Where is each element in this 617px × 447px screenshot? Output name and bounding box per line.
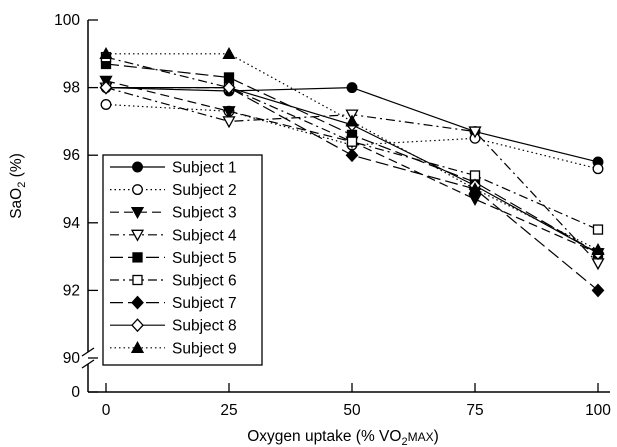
legend-marker (130, 207, 145, 220)
y-tick-label: 96 (63, 147, 80, 164)
data-point (591, 242, 605, 255)
series-line (105, 103, 599, 170)
y-tick-label: 0 (71, 384, 80, 401)
legend-label: Subject 8 (172, 318, 237, 335)
x-axis-title: Oxygen uptake (% VO2MAX) (247, 428, 439, 447)
data-point (469, 170, 481, 181)
x-axis: 0 25 50 75 100 (88, 383, 611, 419)
x-tick-label: 25 (220, 402, 237, 419)
data-point (468, 193, 482, 206)
data-point (468, 126, 482, 139)
legend-entry: Subject 4 (110, 227, 237, 244)
y-tick-label: 94 (63, 215, 81, 232)
legend-label: Subject 2 (172, 182, 237, 199)
legend-entry: Subject 7 (110, 295, 237, 312)
data-point (591, 283, 605, 298)
data-point (222, 80, 236, 95)
data-point (592, 163, 604, 175)
data-point (100, 99, 112, 110)
data-point (223, 72, 235, 83)
data-point (99, 46, 113, 59)
legend-marker (130, 229, 145, 242)
legend-entry: Subject 1 (110, 160, 237, 177)
data-point (592, 224, 604, 235)
legend-marker (130, 340, 145, 353)
y-tick-label: 98 (63, 80, 80, 97)
data-point (345, 114, 359, 127)
legend-marker (132, 161, 143, 173)
legend-label: Subject 4 (172, 227, 237, 244)
data-point (345, 148, 359, 163)
legend-label: Subject 1 (172, 160, 237, 177)
legend-marker (131, 318, 144, 333)
x-tick-label: 50 (343, 402, 361, 419)
legend-entry: Subject 3 (110, 205, 237, 222)
legend-label: Subject 3 (172, 205, 237, 222)
legend-label: Subject 5 (172, 250, 237, 267)
series-line (106, 53, 599, 251)
y-axis-break-mark-lower (81, 359, 95, 369)
data-point (99, 80, 113, 95)
legend-marker (132, 184, 143, 196)
data-point (591, 258, 605, 271)
y-axis: 0 90 92 94 96 98 100 (54, 12, 98, 401)
data-point (346, 82, 358, 94)
x-tick-label: 0 (102, 402, 111, 419)
y-axis-break-mark-upper (81, 347, 95, 357)
data-point (222, 106, 236, 119)
y-tick-label: 100 (54, 12, 80, 29)
data-point (222, 116, 236, 129)
data-point (346, 136, 358, 147)
legend-marker (132, 274, 143, 286)
data-point (468, 182, 482, 195)
series-9 (99, 46, 605, 255)
legend-label: Subject 9 (172, 340, 237, 357)
legend-marker (131, 295, 144, 310)
x-tick-label: 100 (585, 402, 611, 419)
x-tick-label: 75 (466, 402, 483, 419)
legend-entry: Subject 8 (110, 318, 237, 335)
legend-entry: Subject 5 (110, 250, 237, 267)
legend-entry: Subject 2 (110, 182, 237, 199)
legend-label: Subject 7 (172, 295, 237, 312)
y-axis-title: SaO2 (%) (8, 153, 28, 219)
y-tick-label: 90 (63, 350, 81, 367)
legend-marker (132, 252, 143, 263)
legend: Subject 1 Subject 2 Subject 3 Subject 4 Subj… (102, 154, 263, 366)
legend-label: Subject 6 (172, 273, 237, 290)
data-point (222, 46, 236, 59)
legend-entry: Subject 9 (110, 340, 237, 357)
y-tick-label: 92 (63, 282, 80, 299)
legend-entry: Subject 6 (110, 273, 237, 290)
